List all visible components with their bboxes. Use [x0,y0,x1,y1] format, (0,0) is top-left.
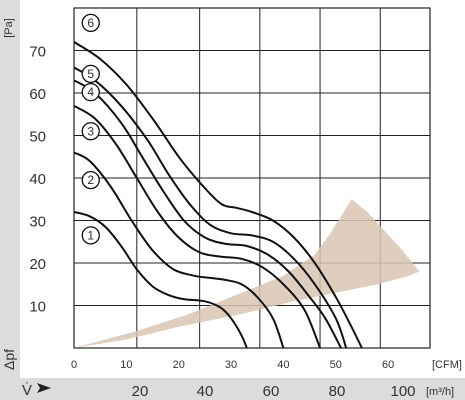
curve-label-4: 4 [87,85,94,99]
x2-tick-label: 80 [329,383,346,400]
x-tick-label: 40 [277,359,289,371]
fan-curve-4 [73,79,342,349]
y-tick-label: 20 [29,256,46,273]
operating-region-area [74,199,420,348]
curve-label-6: 6 [87,16,94,30]
y-tick-label: 10 [29,299,46,316]
x-tick-label: 20 [173,359,185,371]
x-tick-labels: 0 10 20 30 40 50 60 [71,359,394,371]
y-axis-label: Δpf [1,349,17,370]
curve-label-circle [81,13,100,33]
fan-curve-1 [73,211,248,349]
x2-tick-label: 20 [132,383,149,400]
curve-label-circle [81,226,100,245]
x-unit-secondary: [m³/h] [426,386,454,398]
grid [73,7,431,349]
y-tick-label: 70 [29,44,46,61]
x2-axis-band [0,378,465,400]
fan-curve-2 [73,151,285,349]
x2-tick-label: 100 [390,383,415,400]
y-tick-labels: 10 20 30 40 50 60 70 [29,44,46,316]
x2-axis-label: V̇ [22,382,32,399]
x-tick-label: 30 [225,359,237,371]
y-tick-label: 40 [29,171,46,188]
x2-tick-label: 60 [263,383,280,400]
x-tick-label: 50 [330,359,342,371]
x-tick-label: 10 [120,359,132,371]
curve-label-5: 5 [87,67,94,81]
y-unit-label: [Pa] [3,18,15,38]
x-unit-primary: [CFM] [432,359,462,371]
x2-tick-label: 40 [197,383,214,400]
y-tick-label: 50 [29,129,46,146]
fan-curve-5 [73,66,348,349]
y-axis-band [0,0,20,400]
x2-arrow-icon [37,383,51,393]
curve-labels: 1 2 3 4 5 6 [81,13,100,245]
fan-curve-3 [73,104,322,349]
curve-label-2: 2 [87,173,94,187]
curve-label-circle [81,83,100,102]
curve-label-circle [81,122,100,141]
x-tick-label: 0 [71,359,77,371]
curve-label-1: 1 [87,228,94,242]
curve-label-circle [81,170,100,190]
x2-tick-labels: 20 40 60 80 100 [132,383,416,400]
y-tick-label: 30 [29,214,46,231]
fan-curve-6 [73,41,363,349]
y-tick-label: 60 [29,86,46,103]
operating-region [74,199,420,348]
x-tick-label: 60 [382,359,394,371]
curve-label-circle [81,64,100,84]
fan-curves [73,41,363,349]
curve-label-3: 3 [87,124,94,138]
